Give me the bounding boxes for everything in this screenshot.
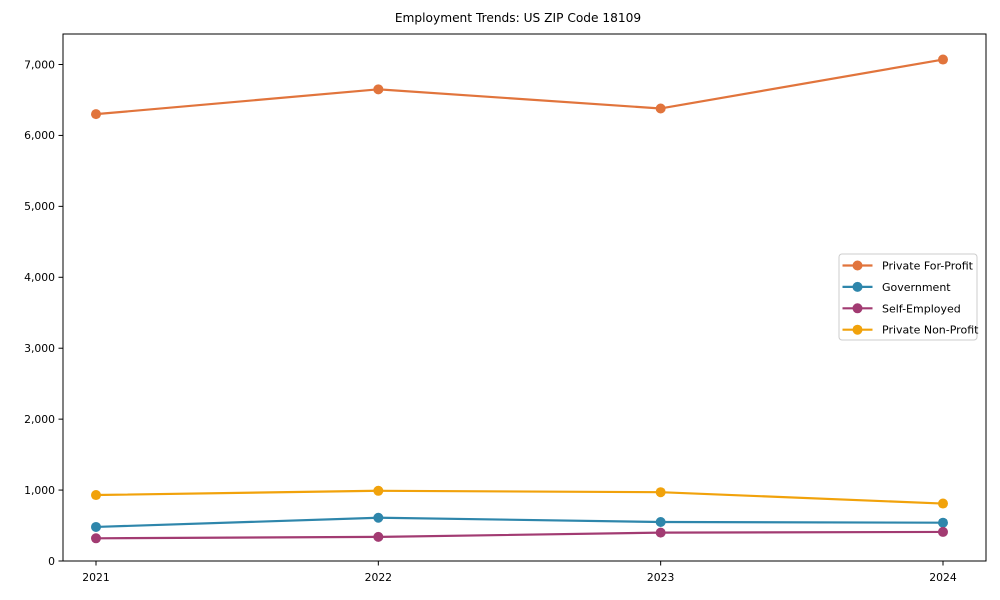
legend: Private For-Profit Government Self-Employe… xyxy=(838,253,979,341)
series-line xyxy=(94,489,945,505)
legend-item-label: Government xyxy=(882,281,951,294)
legend-box xyxy=(838,253,978,341)
data-point-marker xyxy=(91,490,101,501)
plot-frame xyxy=(62,33,987,562)
x-tick-label: 2021 xyxy=(82,571,109,584)
y-tick-label: 3,000 xyxy=(24,342,55,355)
series-line xyxy=(94,530,945,540)
data-point-marker xyxy=(655,527,666,538)
data-point-marker xyxy=(937,498,948,509)
data-point-marker xyxy=(91,533,101,544)
legend-item: Private Non-Profit xyxy=(842,324,979,337)
legend-marker-dot xyxy=(852,281,863,292)
series-line xyxy=(94,516,945,529)
series-self-employed xyxy=(91,526,948,544)
series-private-non-profit xyxy=(91,485,948,509)
data-point-marker xyxy=(655,487,666,498)
data-point-marker xyxy=(655,103,666,114)
data-point-marker xyxy=(91,521,101,532)
series-line xyxy=(94,58,945,116)
y-tick-label: 0 xyxy=(48,555,55,568)
data-point-marker xyxy=(373,531,384,542)
data-point-marker xyxy=(91,109,101,120)
data-point-marker xyxy=(937,517,948,528)
data-point-marker xyxy=(373,512,384,523)
legend-marker-dot xyxy=(852,260,863,271)
data-point-marker xyxy=(655,516,666,527)
plot-layer: 0 1,000 2,000 3,000 4,000 5,000 6,000 7,000 2021… xyxy=(24,33,987,584)
y-tick-label: 1,000 xyxy=(24,484,55,497)
legend-item: Government xyxy=(842,281,951,294)
data-point-marker xyxy=(937,54,948,65)
legend-item-label: Self-Employed xyxy=(882,302,961,315)
chart-title: Employment Trends: US ZIP Code 18109 xyxy=(395,11,641,25)
legend-item-label: Private Non-Profit xyxy=(882,324,979,337)
series-government xyxy=(91,512,948,532)
y-tick-label: 2,000 xyxy=(24,413,55,426)
series-private-for-profit xyxy=(91,54,948,120)
y-tick-label: 5,000 xyxy=(24,200,55,213)
legend-marker-dot xyxy=(852,324,863,335)
x-tick-label: 2023 xyxy=(647,571,674,584)
y-tick-label: 4,000 xyxy=(24,271,55,284)
y-tick-label: 7,000 xyxy=(24,58,55,71)
x-tick-label: 2024 xyxy=(929,571,957,584)
legend-item: Private For-Profit xyxy=(842,260,974,273)
legend-marker-dot xyxy=(852,303,863,314)
data-point-marker xyxy=(373,485,384,496)
legend-item: Self-Employed xyxy=(842,302,961,315)
legend-item-label: Private For-Profit xyxy=(882,260,974,273)
data-point-marker xyxy=(373,84,384,95)
data-point-marker xyxy=(937,526,948,537)
y-tick-label: 6,000 xyxy=(24,129,55,142)
x-tick-label: 2022 xyxy=(365,571,392,584)
